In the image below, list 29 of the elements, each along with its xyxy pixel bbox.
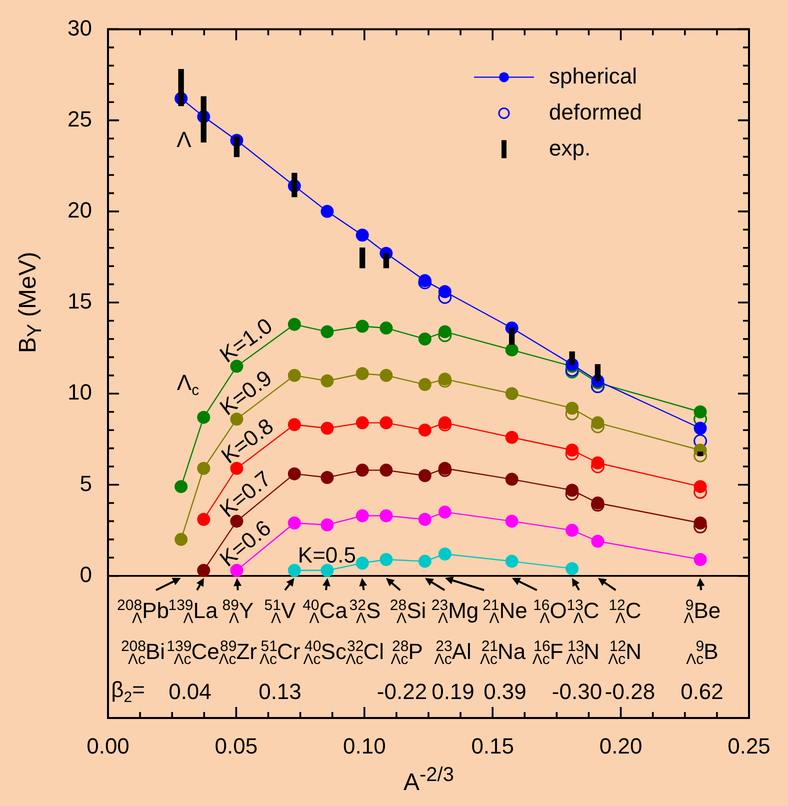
annotation: Λ$_{c}$ — [176, 370, 200, 399]
annotation: Λ — [176, 127, 192, 152]
y-tick-label: 0 — [80, 562, 92, 587]
annotation: 0.13 — [258, 679, 302, 704]
annotation: 0.39 — [484, 679, 526, 704]
annotation: -0.30 — [552, 679, 602, 704]
x-tick-label: 0.10 — [342, 733, 386, 758]
y-tick-label: 30 — [68, 15, 92, 40]
y-tick-label: 15 — [68, 288, 92, 314]
annotation: 0.19 — [432, 679, 474, 704]
x-tick-label: 0.00 — [86, 733, 130, 758]
annotation: -0.28 — [604, 679, 656, 704]
legend-label: spherical — [549, 63, 638, 88]
x-axis-title: A$^{-2/3}$ — [404, 764, 454, 797]
annotation: -0.22 — [376, 679, 428, 704]
legend-label: exp. — [549, 135, 591, 160]
legend-label: deformed — [549, 99, 642, 124]
annotation: 0.04 — [168, 679, 212, 704]
y-tick-label: 20 — [68, 197, 92, 222]
x-tick-label: 0.25 — [728, 733, 770, 758]
x-tick-label: 0.05 — [214, 733, 258, 758]
x-tick-label: 0.20 — [599, 733, 642, 758]
y-tick-label: 5 — [80, 470, 92, 496]
annotation: β$_{2}$= — [111, 677, 145, 706]
annotation: K=0.5 — [298, 542, 356, 568]
x-tick-label: 0.15 — [471, 733, 514, 758]
y-tick-label: 10 — [68, 380, 92, 405]
y-tick-label: 25 — [68, 106, 92, 132]
annotation: 0.62 — [680, 679, 724, 704]
